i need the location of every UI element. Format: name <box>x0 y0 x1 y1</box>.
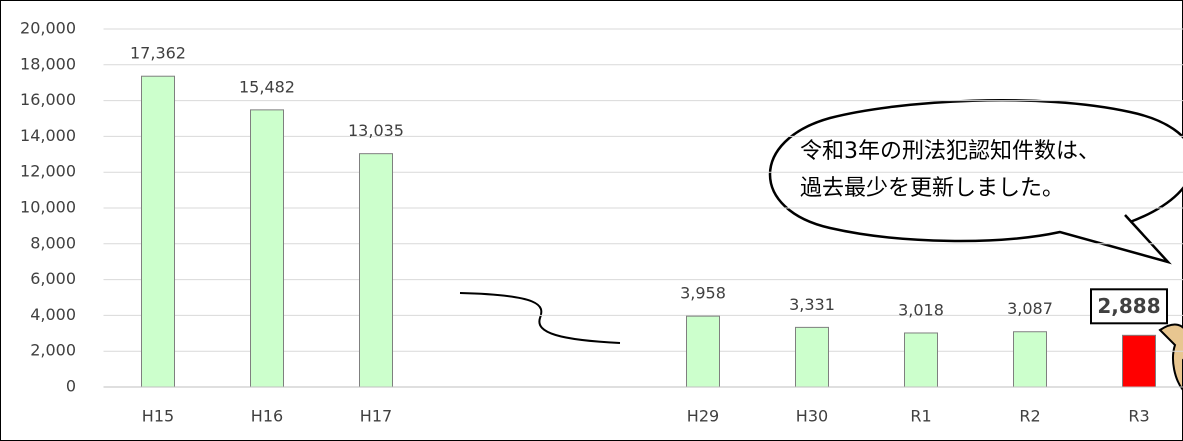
y-tick-label: 2,000 <box>30 341 76 360</box>
x-tick-label: H30 <box>796 407 828 426</box>
x-tick-label: H17 <box>360 407 392 426</box>
bar <box>251 110 284 387</box>
y-tick-label: 16,000 <box>20 90 76 109</box>
x-tick-label: H15 <box>142 407 174 426</box>
y-tick-label: 8,000 <box>30 233 76 252</box>
value-label: 3,331 <box>789 295 835 314</box>
value-label: 15,482 <box>239 77 295 96</box>
value-label: 17,362 <box>130 44 186 63</box>
value-label: 3,958 <box>680 284 726 303</box>
x-tick-label: R1 <box>910 407 931 426</box>
annotation: 令和3年の刑法犯認知件数は、 <box>800 139 1100 164</box>
y-tick-label: 18,000 <box>20 54 76 73</box>
bar <box>905 333 938 387</box>
y-tick-label: 12,000 <box>20 162 76 181</box>
x-tick-label: R2 <box>1019 407 1040 426</box>
value-label: 3,018 <box>898 300 944 319</box>
value-label: 3,087 <box>1007 299 1053 318</box>
y-tick-label: 10,000 <box>20 198 76 217</box>
x-tick-label: H29 <box>687 407 719 426</box>
y-tick-label: 4,000 <box>30 305 76 324</box>
value-label: 13,035 <box>348 121 404 140</box>
y-tick-label: 14,000 <box>20 126 76 145</box>
x-tick-label: H16 <box>251 407 283 426</box>
bar <box>687 316 720 387</box>
x-tick-label: R3 <box>1128 407 1149 426</box>
y-tick-label: 0 <box>66 377 76 396</box>
bar <box>142 76 175 387</box>
y-tick-label: 20,000 <box>20 19 76 38</box>
bar <box>1123 335 1156 387</box>
annotation: 過去最少を更新しました。 <box>800 176 1064 201</box>
chart: 0 2,000 4,000 6,000 8,000 10,000 12,000 14,000 1… <box>0 0 1183 441</box>
bar <box>360 154 393 387</box>
value-label: 2,888 <box>1097 294 1160 318</box>
bar <box>1014 332 1047 387</box>
y-tick-label: 6,000 <box>30 269 76 288</box>
bar <box>796 327 829 387</box>
